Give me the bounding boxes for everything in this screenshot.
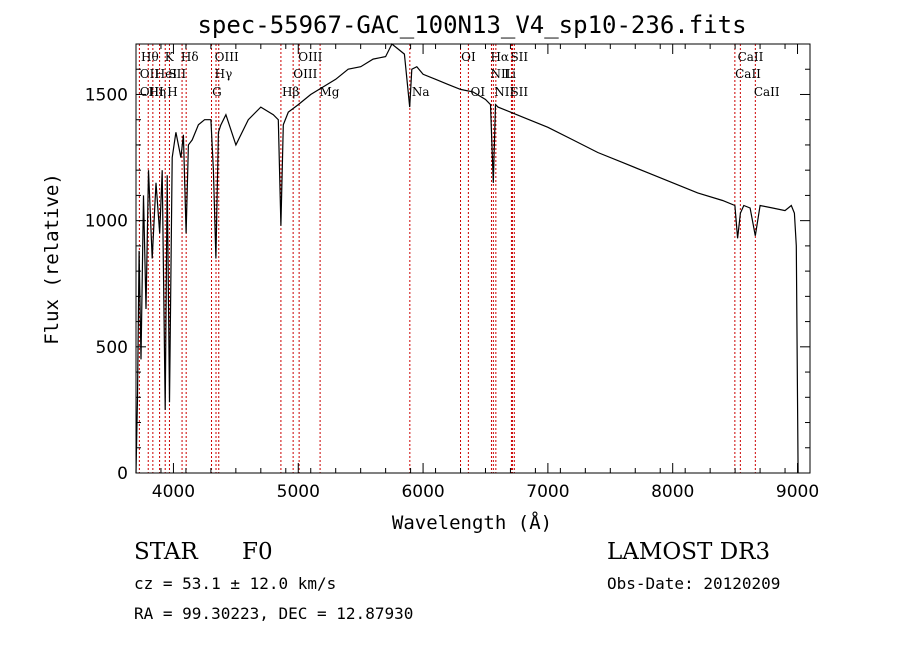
line-label: OIII [215,50,239,64]
redshift-velocity: cz = 53.1 ± 12.0 km/s [134,574,337,593]
y-tick-label: 1000 [85,212,128,232]
line-label: SII [510,85,528,99]
y-tick-label: 1500 [85,85,128,105]
observation-date: Obs-Date: 20120209 [607,574,781,593]
line-label: Hδ [181,50,199,64]
line-label: CaII [735,67,761,81]
line-label: Na [412,85,430,99]
coordinates: RA = 99.30223, DEC = 12.87930 [134,604,414,623]
survey-name: LAMOST DR3 [607,539,771,565]
line-label: Hγ [215,67,233,81]
line-label: Mg [319,85,339,99]
line-label: OIII [140,85,164,99]
line-label: SII [510,50,528,64]
x-axis-ticks: 4000 5000 6000 7000 8000 9000 [135,44,819,502]
line-label: NII [494,85,514,99]
x-tick-label: 8000 [651,482,694,502]
line-label: Hβ [282,85,299,99]
line-label: OII [140,67,160,81]
x-tick-label: 7000 [526,482,569,502]
line-label: OI [461,50,476,64]
line-label: Hθ [141,50,159,64]
line-label: Hα [490,50,509,64]
line-label: CaII [754,85,780,99]
line-label: Li [504,67,516,81]
line-label: Hη [148,85,166,99]
x-axis-label: Wavelength (Å) [392,511,552,534]
object-class: STAR [134,539,198,565]
x-tick-label: 9000 [776,482,819,502]
object-subclass: F0 [242,539,273,565]
spectrum-line [135,43,799,474]
line-label: H [167,85,177,99]
spectral-line-markers [138,44,756,473]
line-label: HeI [155,67,178,81]
line-label: G [212,85,222,99]
line-label: K [165,50,175,64]
y-axis-label: Flux (relative) [41,173,63,345]
y-tick-label: 0 [117,464,128,484]
line-label: CaII [738,50,764,64]
plot-frame [135,43,811,474]
line-label: OIII [298,50,322,64]
y-axis-ticks: 0 500 1000 1500 [85,68,810,484]
line-label: SII [168,67,186,81]
chart-title: spec-55967-GAC_100N13_V4_sp10-236.fits [197,11,746,39]
x-tick-label: 5000 [277,482,320,502]
line-label: OI [471,85,486,99]
line-label: OIII [293,67,317,81]
x-tick-label: 6000 [401,482,444,502]
line-label: NII [490,67,510,81]
x-tick-label: 4000 [152,482,195,502]
y-tick-label: 500 [96,338,128,358]
